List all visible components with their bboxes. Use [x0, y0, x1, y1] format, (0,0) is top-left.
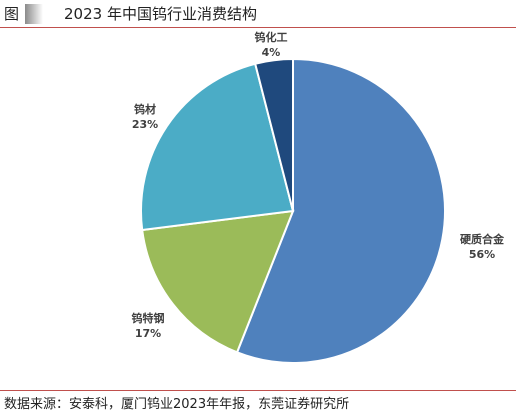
header-divider — [0, 27, 516, 28]
slice-name-label-1: 硬质合金 — [460, 232, 505, 246]
figure-marker-icon — [25, 4, 43, 24]
slice-name-label-2: 钨特钢 — [132, 311, 165, 325]
pie-chart: 硬质合金 56% 钨特钢 17% 钨材 23% 钨化工 4% — [0, 28, 516, 390]
figure-label: 图 — [4, 5, 20, 23]
pie-chart-svg: 硬质合金 56% 钨特钢 17% 钨材 23% 钨化工 4% — [132, 30, 505, 364]
slice-percent-label-4: 4% — [262, 46, 281, 59]
slice-percent-label-3: 23% — [132, 118, 158, 131]
pie-labels: 硬质合金 56% 钨特钢 17% 钨材 23% 钨化工 4% — [132, 30, 505, 340]
slice-name-label-4: 钨化工 — [255, 30, 288, 44]
slice-percent-label-1: 56% — [469, 248, 495, 261]
pie-slices — [140, 57, 446, 364]
figure-title: 2023 年中国钨行业消费结构 — [64, 5, 257, 23]
figure-header: 图 2023 年中国钨行业消费结构 — [0, 0, 516, 28]
pie-slice-4 — [253, 57, 294, 212]
source-note: 数据来源：安泰科，厦门钨业2023年年报，东莞证券研究所 — [4, 397, 350, 412]
pie-slice-3 — [140, 62, 295, 232]
slice-percent-label-2: 17% — [135, 327, 161, 340]
pie-slice-1 — [235, 57, 446, 364]
pie-slice-2 — [141, 209, 295, 354]
footer-divider — [0, 390, 516, 391]
slice-name-label-3: 钨材 — [134, 102, 156, 116]
